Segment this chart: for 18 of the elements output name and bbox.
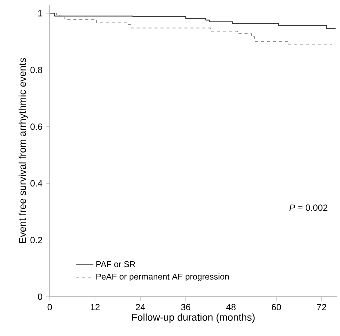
legend-label: PeAF or permanent AF progression [96,274,230,282]
x-tick-label: 12 [91,304,100,310]
y-tick-label: 0.8 [30,67,42,74]
x-tick-label: 72 [317,304,326,310]
y-tick-label: 0.6 [30,124,42,130]
annotation: P = 0.002 [290,204,328,212]
x-axis-title: Follow-up duration (months) [132,314,255,323]
x-tick-label: 0 [48,304,52,311]
x-tick-label: 36 [181,304,191,311]
y-tick-label: 0.2 [30,237,42,244]
y-tick-label: 1 [38,10,42,17]
y-axis-title: Event free survival from arrhythmic events [18,58,28,244]
legend-label: PAF or SR [96,261,136,268]
y-tick-label: 0.4 [30,180,43,187]
x-tick-label: 48 [226,304,236,311]
x-tick-label: 60 [272,304,282,311]
y-tick-label: 0 [38,294,42,300]
x-tick-label: 24 [136,304,146,310]
